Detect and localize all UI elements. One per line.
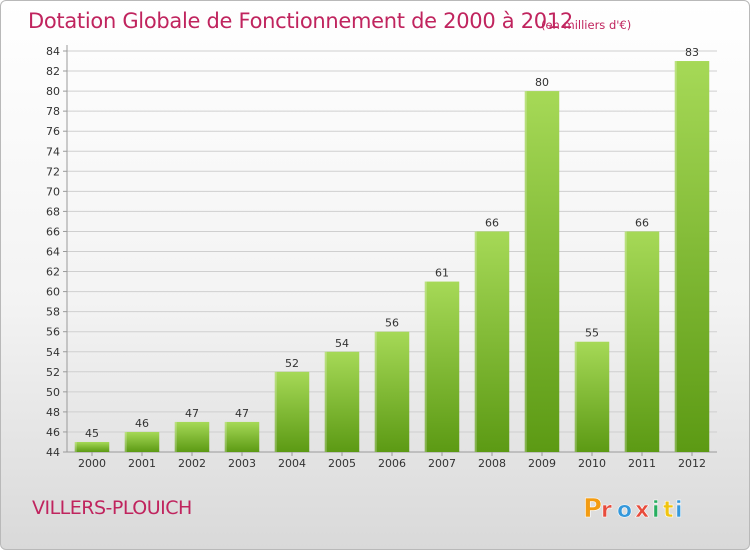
- x-tick-label: 2009: [528, 457, 556, 470]
- y-tick-label: 84: [46, 45, 60, 58]
- y-tick-label: 60: [46, 286, 60, 299]
- logo-letter: P: [583, 494, 602, 524]
- data-labels: 45 46 47 47 52 54 56 61 66 80 55 66 83: [85, 46, 699, 440]
- bar-value-label: 55: [585, 327, 599, 340]
- bar-value-label: 46: [135, 417, 149, 430]
- x-tick-label: 2012: [678, 457, 706, 470]
- bar: [524, 91, 560, 452]
- bar-value-label: 61: [435, 267, 449, 280]
- y-tick-label: 54: [46, 346, 60, 359]
- logo-letter: r: [601, 498, 612, 523]
- y-tick-label: 48: [46, 406, 60, 419]
- logo-letter: t: [663, 498, 674, 523]
- logo-letter: i: [675, 498, 683, 523]
- y-tick-label: 66: [46, 225, 60, 238]
- y-tick-label: 64: [46, 246, 60, 259]
- bar-value-label: 83: [685, 46, 699, 59]
- bar-value-label: 45: [85, 427, 99, 440]
- bar-highlight: [224, 421, 227, 452]
- x-tick-label: 2002: [178, 457, 206, 470]
- bar: [224, 421, 260, 452]
- x-tick-label: 2005: [328, 457, 356, 470]
- bar: [624, 231, 660, 452]
- bar: [74, 441, 110, 452]
- bar-value-label: 52: [285, 357, 299, 370]
- bar-value-label: 66: [635, 216, 649, 229]
- bar-value-label: 56: [385, 317, 399, 330]
- bars: [74, 61, 710, 453]
- y-tick-label: 82: [46, 65, 60, 78]
- bar: [174, 421, 210, 452]
- x-tick-label: 2010: [578, 457, 606, 470]
- y-tick-label: 56: [46, 326, 60, 339]
- x-tick-label: 2011: [628, 457, 656, 470]
- x-tick-label: 2001: [128, 457, 156, 470]
- proxiti-logo: Pr o x i t i: [583, 494, 683, 525]
- bar-highlight: [624, 231, 627, 452]
- bar: [474, 231, 510, 452]
- bar-value-label: 47: [185, 407, 199, 420]
- logo-letter: o: [617, 498, 632, 523]
- bar-highlight: [274, 371, 277, 452]
- y-tick-label: 76: [46, 125, 60, 138]
- x-tick-label: 2000: [78, 457, 106, 470]
- bar-value-label: 66: [485, 216, 499, 229]
- bar: [674, 61, 710, 453]
- bar-value-label: 80: [535, 76, 549, 89]
- y-tick-label: 50: [46, 386, 60, 399]
- bar: [374, 331, 410, 452]
- bar: [574, 341, 610, 452]
- bar-value-label: 54: [335, 337, 349, 350]
- y-tick-label: 72: [46, 165, 60, 178]
- y-tick-label: 80: [46, 85, 60, 98]
- y-tick-label: 46: [46, 426, 60, 439]
- bar: [424, 281, 460, 452]
- bar-highlight: [374, 331, 377, 452]
- x-tick-label: 2003: [228, 457, 256, 470]
- y-tick-label: 70: [46, 185, 60, 198]
- y-tick-label: 62: [46, 266, 60, 279]
- x-tick-label: 2008: [478, 457, 506, 470]
- y-tick-label: 68: [46, 205, 60, 218]
- bar-highlight: [424, 281, 427, 452]
- chart-subtitle: (en milliers d'€): [541, 18, 632, 32]
- x-tick-label: 2006: [378, 457, 406, 470]
- axes: 44 46 48 50 52 54 56 58 60 62 64 66 68 70 72 74 76 78 80 82…: [46, 45, 717, 470]
- x-tick-label: 2004: [278, 457, 306, 470]
- bar-highlight: [124, 431, 127, 452]
- chart-title: Dotation Globale de Fonctionnement de 20…: [28, 9, 573, 33]
- y-tick-label: 74: [46, 145, 60, 158]
- bar-highlight: [74, 441, 77, 452]
- y-tick-label: 52: [46, 366, 60, 379]
- bar-highlight: [524, 91, 527, 452]
- bar: [124, 431, 160, 452]
- bar-highlight: [674, 61, 677, 453]
- bar-highlight: [474, 231, 477, 452]
- bar-highlight: [174, 421, 177, 452]
- logo-letter: i: [652, 498, 660, 523]
- bar-value-label: 47: [235, 407, 249, 420]
- x-tick-label: 2007: [428, 457, 456, 470]
- y-tick-label: 78: [46, 105, 60, 118]
- y-tick-label: 44: [46, 446, 60, 459]
- logo-letter: x: [635, 498, 649, 523]
- bar-highlight: [574, 341, 577, 452]
- y-tick-label: 58: [46, 306, 60, 319]
- bar: [324, 351, 360, 452]
- bar-highlight: [324, 351, 327, 452]
- bar: [274, 371, 310, 452]
- commune-name: VILLERS-PLOUICH: [32, 497, 192, 519]
